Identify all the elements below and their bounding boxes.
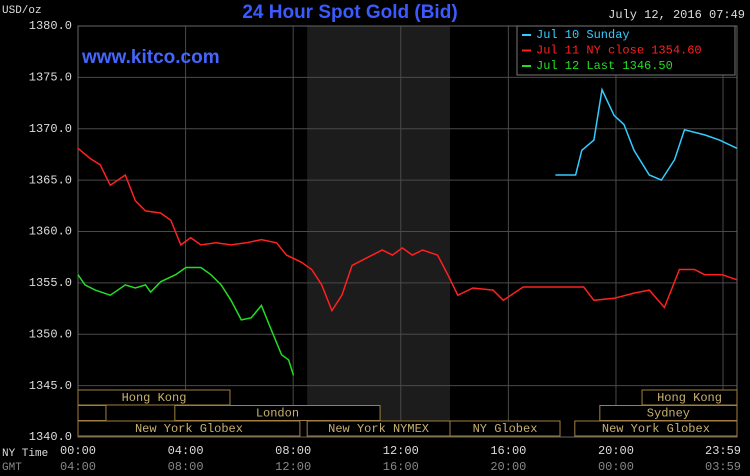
session-label: New York Globex <box>135 422 243 436</box>
session-box <box>77 389 231 406</box>
session-label: Hong Kong <box>657 391 722 405</box>
x-tick-label: 08:00 <box>275 444 311 458</box>
series-line <box>555 87 738 182</box>
legend-box <box>516 25 736 76</box>
x2-tick-label: 04:00 <box>60 460 96 474</box>
session-label: Hong Kong <box>122 391 187 405</box>
x-row-label: NY Time <box>2 448 48 460</box>
x-tick-label: 23:59 <box>705 444 741 458</box>
y-unit: USD/oz <box>2 5 42 17</box>
x2-tick-label: 00:00 <box>598 460 634 474</box>
session-box <box>77 405 107 421</box>
x2-tick-label: 16:00 <box>383 460 419 474</box>
x-tick-label: 20:00 <box>598 444 634 458</box>
x2-row-label: GMT <box>2 462 22 474</box>
y-tick-label: 1350.0 <box>29 327 72 341</box>
session-label: NY Globex <box>473 422 538 436</box>
x2-tick-label: 08:00 <box>168 460 204 474</box>
session-label: London <box>256 407 299 421</box>
x2-tick-label: 20:00 <box>490 460 526 474</box>
y-tick-label: 1340.0 <box>29 430 72 444</box>
watermark: www.kitco.com <box>81 47 220 68</box>
y-tick-label: 1345.0 <box>29 379 72 393</box>
session-box <box>574 420 738 437</box>
series-line <box>77 266 295 376</box>
x2-tick-label: 12:00 <box>275 460 311 474</box>
plot-frame <box>77 25 738 438</box>
y-tick-label: 1365.0 <box>29 173 72 187</box>
legend-label: Jul 10 Sunday <box>536 28 630 42</box>
x-tick-label: 16:00 <box>490 444 526 458</box>
x-tick-label: 00:00 <box>60 444 96 458</box>
x-tick-label: 12:00 <box>383 444 419 458</box>
session-label: New York Globex <box>602 422 710 436</box>
session-label: New York NYMEX <box>328 422 429 436</box>
y-tick-label: 1355.0 <box>29 276 72 290</box>
legend-label: Jul 12 Last 1346.50 <box>536 59 673 73</box>
series-line <box>77 147 738 313</box>
session-label: Sydney <box>647 407 690 421</box>
y-tick-label: 1360.0 <box>29 225 72 239</box>
x-tick-label: 04:00 <box>168 444 204 458</box>
timestamp: July 12, 2016 07:49 <box>608 8 745 22</box>
y-tick-label: 1380.0 <box>29 19 72 33</box>
x2-tick-label: 03:59 <box>705 460 741 474</box>
session-box <box>77 420 301 437</box>
session-box <box>449 420 561 437</box>
y-tick-label: 1375.0 <box>29 71 72 85</box>
chart-title: 24 Hour Spot Gold (Bid) <box>242 2 457 23</box>
y-tick-label: 1370.0 <box>29 122 72 136</box>
legend-label: Jul 11 NY close 1354.60 <box>536 44 702 58</box>
